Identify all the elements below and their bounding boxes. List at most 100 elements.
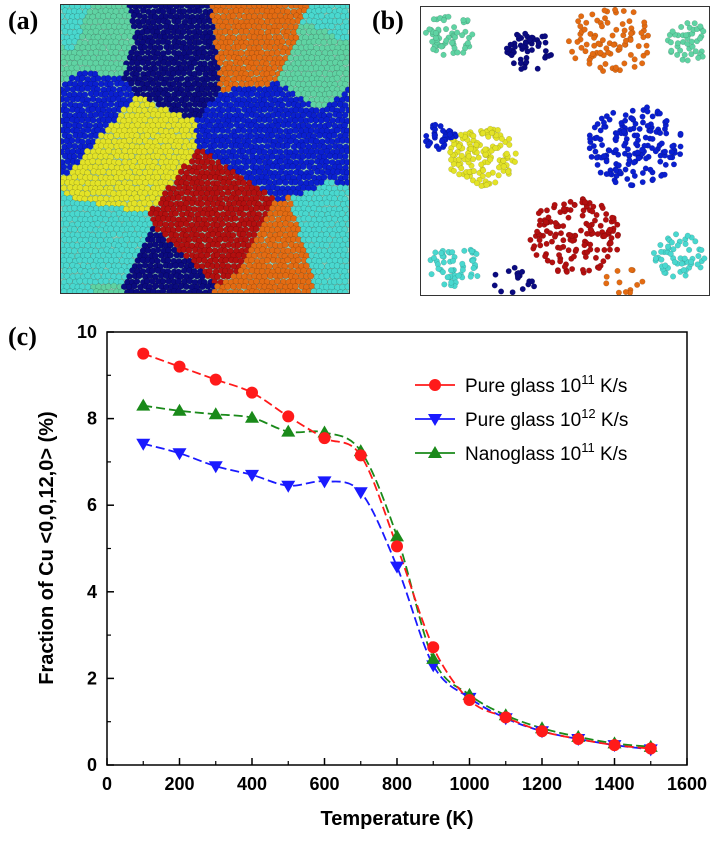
cu-atom <box>469 31 476 38</box>
cu-atom <box>474 273 481 280</box>
cu-atom <box>542 218 549 225</box>
atom <box>226 38 234 46</box>
cu-atom <box>620 128 627 135</box>
atom <box>141 107 149 114</box>
atom <box>344 179 350 186</box>
atom <box>126 137 133 144</box>
cu-atom <box>602 216 609 223</box>
atom <box>243 142 250 150</box>
atom <box>79 74 86 82</box>
atom <box>188 158 196 165</box>
atom <box>342 59 350 66</box>
atom <box>344 95 350 103</box>
atom <box>316 132 323 139</box>
atom <box>115 54 123 62</box>
atom <box>237 59 245 67</box>
atom <box>190 17 198 25</box>
cu-atom <box>639 113 646 120</box>
atom <box>224 127 232 134</box>
atom <box>292 127 300 134</box>
atom <box>334 200 341 207</box>
atom <box>138 49 146 56</box>
cu-atom <box>438 138 445 145</box>
cu-atom <box>569 237 576 244</box>
atom <box>342 215 350 222</box>
atom <box>185 153 193 161</box>
cu-atom <box>586 145 593 152</box>
cu-atom <box>631 172 638 179</box>
data-point-series-0 <box>427 641 440 654</box>
cu-atom <box>586 267 593 274</box>
atom <box>336 69 343 77</box>
atom <box>222 142 229 150</box>
atom <box>275 111 282 118</box>
cu-atom <box>431 132 438 139</box>
atom <box>310 90 317 98</box>
y-tick-label: 0 <box>87 755 97 775</box>
cu-atom <box>572 55 579 62</box>
cu-atom <box>579 266 586 273</box>
atom <box>341 111 349 119</box>
atom <box>165 153 173 160</box>
cu-atom <box>683 32 690 39</box>
x-tick-label: 800 <box>382 774 412 794</box>
cu-atom <box>688 258 695 265</box>
cu-atom <box>533 251 540 258</box>
cu-atom <box>560 222 567 229</box>
atom <box>256 158 263 165</box>
atom <box>344 272 350 280</box>
cu-atom <box>601 233 608 240</box>
atom <box>169 163 177 171</box>
cu-atom <box>657 242 664 249</box>
cu-atom <box>554 268 561 275</box>
atom <box>104 283 112 290</box>
atom <box>313 107 320 114</box>
cu-atom <box>529 278 536 285</box>
cu-fraction-line-chart: 0 200 400 600 800 1000 1200 1400 1600 0 2 4 6 8 10 Te… <box>36 322 707 830</box>
atom <box>242 163 250 171</box>
data-point-series-0 <box>608 739 621 752</box>
cu-atom <box>662 161 669 168</box>
atom <box>89 95 97 103</box>
cu-atom <box>537 217 544 224</box>
cu-atom <box>658 140 665 147</box>
cu-atom <box>557 230 564 237</box>
atom <box>345 220 350 228</box>
cu-atom <box>695 253 702 260</box>
cu-atom <box>635 43 642 50</box>
atom <box>328 220 336 228</box>
atom <box>341 153 349 160</box>
atom <box>305 173 313 181</box>
atom <box>333 74 341 82</box>
atom <box>136 106 143 114</box>
cu-atom <box>662 148 669 155</box>
cu-atom <box>570 253 577 260</box>
atom <box>141 116 149 124</box>
atom <box>320 59 328 67</box>
cu-atom <box>531 283 538 290</box>
cu-atom <box>597 127 604 134</box>
cu-atom <box>567 198 574 205</box>
atom <box>182 106 190 114</box>
atom <box>342 205 349 213</box>
x-tick-label: 1000 <box>449 774 489 794</box>
cu-atom <box>612 64 619 71</box>
cu-atom <box>569 48 576 55</box>
cu-atom <box>506 135 513 142</box>
atom <box>242 28 250 35</box>
atom <box>237 49 245 57</box>
legend-marker-0 <box>429 379 441 391</box>
cu-atom <box>662 262 669 269</box>
atom <box>345 12 350 20</box>
atom <box>225 85 232 93</box>
atom <box>65 38 73 46</box>
cu-atom <box>670 161 677 168</box>
cu-atom <box>573 246 580 253</box>
atom <box>136 169 144 176</box>
cu-atom <box>689 43 696 50</box>
cu-atom <box>622 37 629 44</box>
atom <box>94 75 102 82</box>
cu-atom <box>575 18 582 25</box>
atom <box>196 7 203 15</box>
atom <box>70 226 78 233</box>
